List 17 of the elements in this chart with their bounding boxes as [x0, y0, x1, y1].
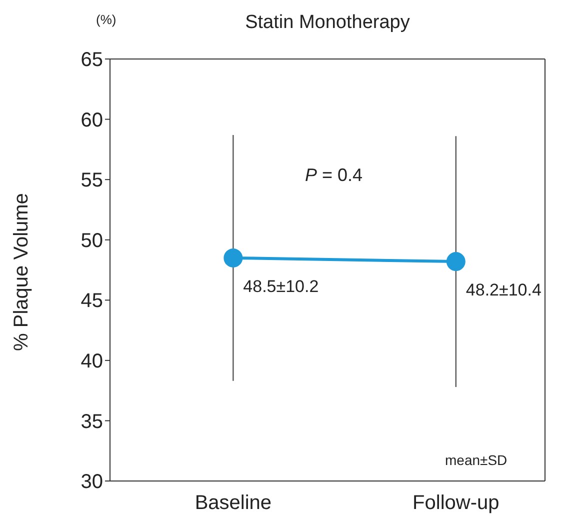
- data-label: 48.5±10.2: [243, 276, 319, 296]
- data-label: 48.2±10.4: [466, 280, 542, 300]
- y-tick-label: 55: [80, 170, 103, 192]
- y-tick-label: 35: [80, 410, 103, 433]
- x-tick-label: Baseline: [194, 492, 272, 514]
- y-tick-label: 60: [80, 109, 103, 132]
- chart-title: Statin Monotherapy: [245, 12, 410, 33]
- y-tick-label: 40: [80, 350, 103, 373]
- y-tick-label: 30: [80, 471, 103, 494]
- annotation: mean±SD: [445, 452, 508, 468]
- annotation: P = 0.4: [305, 165, 363, 186]
- y-tick-label: 65: [80, 49, 103, 72]
- text: (%): [96, 12, 116, 27]
- x-tick-label: Follow-up: [412, 492, 500, 514]
- y-tick-label: 50: [80, 230, 103, 252]
- y-axis-title: % Plaque Volume: [10, 193, 34, 351]
- y-tick-label: 45: [80, 290, 103, 312]
